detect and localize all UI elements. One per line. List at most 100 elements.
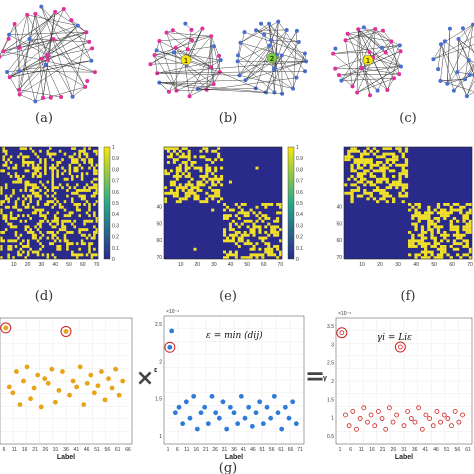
matrix-cell	[46, 231, 50, 234]
colorbar-tick: 0.1	[112, 246, 119, 252]
matrix-cell	[181, 186, 185, 190]
matrix-cell	[78, 214, 81, 218]
matrix-cell	[414, 245, 418, 248]
network-node	[355, 90, 360, 95]
matrix-cell	[273, 219, 277, 223]
matrix-cell	[427, 217, 431, 220]
matrix-cell	[93, 191, 96, 195]
matrix-cell	[382, 189, 386, 192]
matrix-cell	[9, 161, 13, 164]
matrix-cell	[350, 155, 354, 159]
matrix-cell	[258, 217, 262, 220]
network-edge	[433, 41, 446, 60]
network-node	[331, 51, 336, 56]
network-node	[152, 53, 157, 58]
matrix-cell	[401, 200, 405, 204]
matrix-cell	[95, 253, 99, 257]
matrix-cell	[379, 191, 383, 195]
matrix-cell	[366, 158, 370, 162]
matrix-cell	[404, 158, 409, 162]
matrix-cell	[2, 231, 5, 234]
matrix-cell	[85, 236, 89, 240]
data-point	[231, 410, 237, 416]
matrix-cell	[360, 161, 364, 164]
matrix-cell	[175, 158, 179, 162]
matrix-cell	[433, 236, 437, 240]
matrix-cell	[430, 228, 434, 232]
matrix-cell	[85, 228, 89, 232]
matrix-cell	[71, 211, 74, 215]
matrix-cell	[430, 211, 434, 215]
matrix-cell	[90, 161, 94, 164]
matrix-cell	[211, 172, 215, 176]
matrix-cell	[31, 166, 35, 170]
matrix-cell	[12, 225, 15, 229]
matrix-cell	[372, 197, 377, 201]
matrix-cell	[465, 225, 469, 229]
matrix-cell	[2, 239, 5, 243]
data-point	[343, 412, 348, 418]
matrix-cell	[382, 152, 386, 156]
matrix-cell	[193, 166, 197, 170]
matrix-cell	[208, 166, 212, 170]
matrix-cell	[385, 158, 389, 162]
network-node	[87, 39, 92, 44]
network-node	[333, 46, 338, 51]
matrix-cell	[225, 256, 229, 260]
matrix-cell	[211, 197, 215, 201]
network-node	[238, 40, 243, 45]
matrix-cell	[408, 208, 412, 212]
matrix-cell	[350, 166, 354, 170]
matrix-cell	[178, 183, 182, 187]
matrix-cell	[169, 169, 173, 173]
matrix-cell	[379, 161, 383, 164]
colorbar-tick: 0.3	[296, 223, 303, 229]
matrix-cell	[440, 208, 444, 212]
network-edge	[341, 28, 376, 81]
matrix-cell	[22, 200, 25, 204]
network-edge	[458, 38, 474, 76]
matrix-cell	[12, 180, 15, 184]
x-tick-label: 56	[105, 447, 111, 453]
matrix-cell	[202, 183, 206, 187]
matrix-cell	[273, 225, 277, 229]
matrix-cell	[29, 231, 32, 234]
network-edge	[63, 8, 72, 21]
matrix-cell	[395, 163, 399, 167]
matrix-cell	[372, 175, 377, 178]
matrix-cell	[456, 203, 460, 206]
matrix-cell	[246, 233, 250, 237]
matrix-cell	[217, 189, 221, 192]
community-label-2: 2	[266, 52, 278, 64]
matrix-cell	[34, 233, 37, 237]
matrix-cell	[465, 228, 469, 232]
matrix-cell	[193, 197, 197, 201]
matrix-cell	[237, 217, 241, 220]
matrix-cell	[44, 169, 47, 173]
matrix-cell	[205, 169, 209, 173]
matrix-x-tick: 40	[413, 262, 419, 268]
matrix-cell	[36, 169, 40, 173]
data-point	[3, 325, 9, 331]
matrix-cell	[88, 208, 91, 212]
matrix-cell	[228, 239, 232, 243]
data-point	[386, 405, 392, 411]
matrix-cell	[252, 253, 256, 257]
matrix-cell	[363, 163, 367, 167]
matrix-cell	[172, 161, 176, 164]
matrix-cell	[350, 197, 354, 201]
matrix-cell	[350, 194, 354, 198]
matrix-cell	[392, 152, 396, 156]
matrix-cell	[424, 253, 428, 257]
matrix-cell	[184, 169, 188, 173]
matrix-cell	[411, 236, 415, 240]
matrix-cell	[78, 231, 81, 234]
matrix-cell	[29, 200, 32, 204]
matrix-cell	[228, 180, 232, 184]
matrix-cell	[369, 149, 373, 153]
matrix-cell	[267, 203, 271, 206]
matrix-cell	[75, 158, 79, 162]
network-edge	[168, 59, 221, 92]
data-point	[120, 378, 126, 384]
matrix-cell	[41, 214, 45, 218]
